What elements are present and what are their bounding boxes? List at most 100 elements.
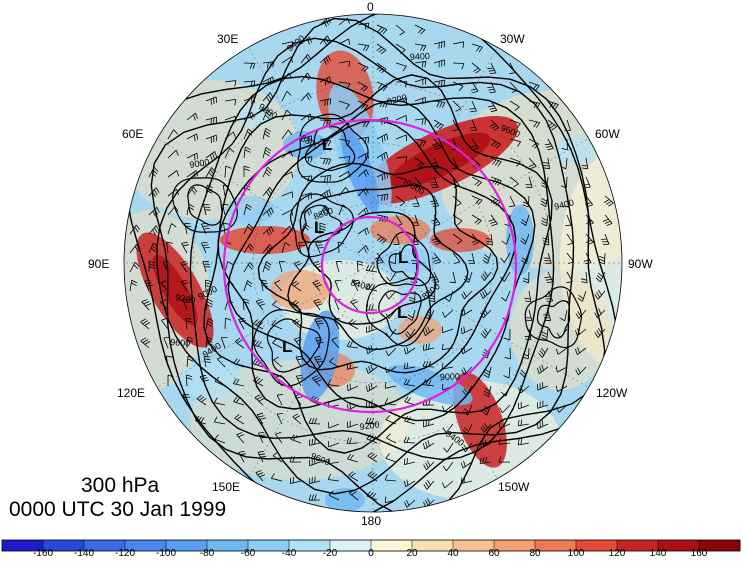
wind-barb <box>442 328 454 334</box>
wind-barb <box>504 271 511 282</box>
wind-barb <box>404 461 416 465</box>
wind-barb <box>505 290 511 302</box>
wind-barb <box>328 423 340 429</box>
wind-barb <box>578 366 587 376</box>
wind-barb <box>347 423 359 428</box>
lon-label-120e: 120E <box>117 386 146 400</box>
wind-barb <box>186 152 198 159</box>
wind-barb <box>452 271 456 283</box>
wind-barb <box>528 119 540 123</box>
wind-barb <box>525 214 530 226</box>
colorbar-swatch <box>2 540 44 551</box>
wind-barb <box>404 384 416 387</box>
wind-barb <box>414 176 422 187</box>
colorbar-label: 0 <box>368 548 374 559</box>
wind-barb <box>141 301 150 311</box>
wind-barb <box>528 81 540 87</box>
wind-barb <box>357 100 369 106</box>
wind-barbs <box>129 17 614 508</box>
wind-barb <box>329 361 340 368</box>
wind-barb <box>347 458 359 463</box>
wind-barb <box>148 242 154 254</box>
lon-label-120w: 120W <box>596 386 628 400</box>
wind-barb <box>395 195 406 203</box>
meridian-line <box>248 262 374 479</box>
wind-barb <box>196 398 207 406</box>
outer-circle-line <box>222 118 518 414</box>
wind-barb <box>395 24 405 33</box>
meridian-line <box>248 47 374 264</box>
wind-barb <box>352 281 359 292</box>
height-contour <box>536 300 571 339</box>
wind-barb <box>243 147 246 159</box>
wind-barb <box>180 262 188 273</box>
wind-barb <box>452 41 464 45</box>
low-center-label: L <box>398 248 408 267</box>
wind-barb <box>518 404 530 410</box>
wind-barb <box>365 422 378 425</box>
shade-region <box>510 270 610 390</box>
wind-barb <box>224 115 236 121</box>
wind-barb <box>161 319 169 330</box>
wind-barb <box>565 157 568 169</box>
wind-barb <box>272 342 283 349</box>
wind-barb <box>129 262 136 273</box>
wind-barb <box>385 385 397 389</box>
wind-barb <box>167 129 175 140</box>
wind-barb <box>357 43 369 46</box>
height-contour <box>287 184 469 351</box>
wind-barb <box>185 374 188 387</box>
wind-barb <box>518 423 530 427</box>
wind-barb <box>433 176 439 188</box>
wind-barb <box>471 62 481 71</box>
wind-barb <box>405 347 416 355</box>
wind-barb <box>186 112 196 121</box>
wind-barb <box>357 62 369 68</box>
colorbar-label: 100 <box>567 548 585 559</box>
colorbar-label: -20 <box>322 548 338 559</box>
wind-barb <box>389 328 397 339</box>
wind-barb <box>273 359 283 368</box>
shade-region <box>124 80 300 220</box>
wind-barb <box>272 304 283 311</box>
wind-barb <box>528 138 539 145</box>
wind-barb <box>338 100 350 105</box>
wind-barb <box>414 24 426 31</box>
wind-barb <box>487 252 492 264</box>
wind-barb <box>312 282 321 292</box>
wind-barb <box>471 195 483 201</box>
meridian-line <box>372 262 589 388</box>
height-contour <box>203 74 553 454</box>
wind-barb <box>546 214 549 226</box>
wind-barb <box>462 347 473 355</box>
wind-barb <box>433 195 440 207</box>
colorbar-swatch <box>412 540 454 551</box>
wind-barb <box>214 438 226 444</box>
shade-region <box>124 210 210 390</box>
colorbar-swatch <box>207 540 249 551</box>
wind-barb <box>271 477 283 482</box>
wind-barb <box>338 156 350 159</box>
height-contour <box>189 75 555 461</box>
wind-barb <box>243 262 250 273</box>
wind-barb <box>547 309 551 321</box>
wind-barb <box>395 214 403 225</box>
wind-barb <box>509 138 521 143</box>
wind-barb <box>281 209 292 216</box>
wind-barb <box>328 442 340 448</box>
wind-barb <box>557 347 568 355</box>
wind-barb <box>471 138 479 149</box>
wind-barb <box>144 280 150 292</box>
wind-barb <box>564 309 568 321</box>
meridian-line <box>372 47 498 264</box>
height-contour <box>253 309 330 387</box>
wind-barb <box>452 119 459 130</box>
wind-barb <box>290 438 302 444</box>
wind-barb <box>395 62 407 67</box>
wind-barb <box>281 41 293 45</box>
wind-barb <box>357 245 367 254</box>
wind-barb <box>464 366 473 376</box>
wind-barb <box>338 241 340 254</box>
lon-label-bottom: 180 <box>361 514 382 528</box>
wind-barb <box>224 80 236 83</box>
